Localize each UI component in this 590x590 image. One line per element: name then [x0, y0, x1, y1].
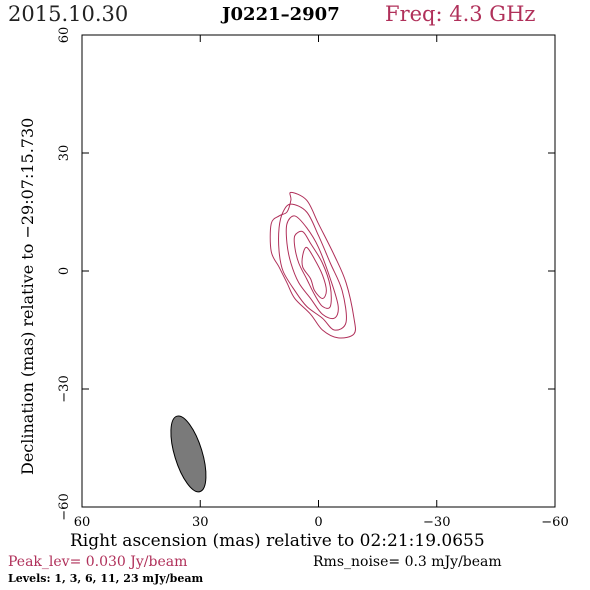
y-tick-label: 60 [57, 27, 72, 44]
contour-levels: Levels: 1, 3, 6, 11, 23 mJy/beam [8, 572, 204, 585]
contour-level-1 [269, 191, 356, 339]
x-tick-labels: 60 30 0 −30 −60 [74, 515, 569, 530]
y-tick-labels: 60 30 0 −30 −60 [57, 27, 72, 521]
axis-ticks [81, 34, 556, 508]
y-tick-label: 0 [57, 267, 72, 275]
y-tick-label: −30 [57, 375, 72, 402]
rms-noise: Rms_noise= 0.3 mJy/beam [313, 554, 502, 570]
beam-ellipse [170, 415, 207, 493]
contour-level-6 [285, 215, 339, 320]
x-tick-label: 30 [192, 515, 209, 530]
source-name: J0221–2907 [222, 4, 340, 25]
frequency-label: Freq: 4.3 GHz [385, 2, 536, 26]
x-tick-label: −60 [541, 515, 568, 530]
x-tick-label: −30 [423, 515, 450, 530]
contour-level-23 [301, 246, 327, 300]
x-tick-label: 0 [314, 515, 322, 530]
plot-frame [81, 34, 556, 508]
y-axis-label: Declination (mas) relative to −29:07:15.… [18, 117, 37, 475]
contour-level-11 [293, 230, 332, 309]
y-tick-label: 30 [57, 145, 72, 162]
contour-level-3 [278, 203, 347, 331]
observation-date: 2015.10.30 [8, 2, 129, 26]
peak-level: Peak_lev= 0.030 Jy/beam [8, 554, 188, 570]
contour-lines [269, 191, 356, 339]
x-tick-label: 60 [74, 515, 91, 530]
y-tick-label: −60 [57, 493, 72, 520]
x-axis-label: Right ascension (mas) relative to 02:21:… [70, 531, 485, 551]
